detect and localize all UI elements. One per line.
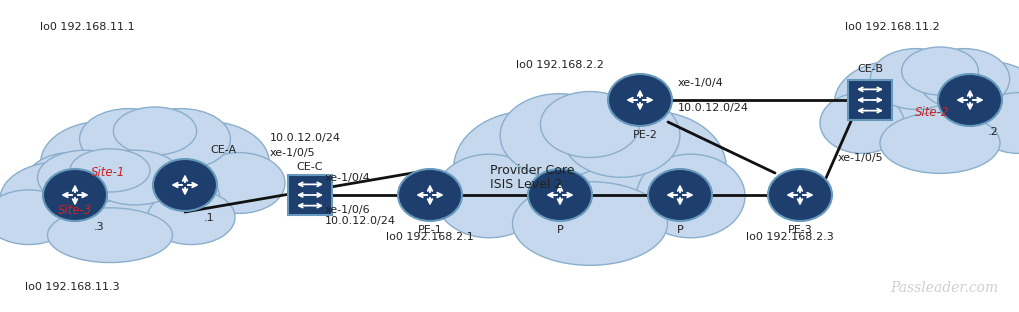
Text: CE-B: CE-B	[857, 64, 883, 74]
Ellipse shape	[976, 93, 1019, 154]
Text: 10.0.12.0/24: 10.0.12.0/24	[270, 133, 341, 143]
Text: lo0 192.168.2.1: lo0 192.168.2.1	[386, 232, 474, 242]
Text: Site-3: Site-3	[58, 203, 92, 217]
Text: lo0 192.168.2.3: lo0 192.168.2.3	[746, 232, 834, 242]
Text: lo0 192.168.11.2: lo0 192.168.11.2	[845, 22, 940, 32]
Text: PE-1: PE-1	[418, 225, 442, 235]
Ellipse shape	[90, 173, 220, 233]
Text: .1: .1	[204, 213, 215, 223]
Ellipse shape	[648, 169, 712, 221]
Text: lo0 192.168.11.3: lo0 192.168.11.3	[25, 282, 119, 292]
Text: Site-1: Site-1	[91, 165, 125, 178]
Ellipse shape	[70, 149, 150, 192]
Ellipse shape	[856, 67, 1019, 163]
Ellipse shape	[918, 49, 1010, 110]
Text: Passleader.com: Passleader.com	[890, 281, 999, 295]
Ellipse shape	[938, 74, 1002, 126]
Ellipse shape	[453, 111, 602, 226]
Ellipse shape	[64, 127, 246, 223]
Text: CE-C: CE-C	[297, 162, 323, 172]
FancyBboxPatch shape	[848, 80, 892, 120]
Text: lo0 192.168.11.1: lo0 192.168.11.1	[40, 22, 135, 32]
Text: xe-1/0/5: xe-1/0/5	[270, 148, 316, 158]
Ellipse shape	[870, 49, 962, 110]
Ellipse shape	[528, 169, 592, 221]
Ellipse shape	[153, 159, 217, 211]
Text: xe-1/0/6: xe-1/0/6	[325, 205, 371, 215]
Ellipse shape	[637, 154, 745, 238]
Ellipse shape	[513, 182, 667, 265]
Ellipse shape	[435, 154, 543, 238]
Text: .3: .3	[94, 222, 105, 232]
Ellipse shape	[902, 47, 978, 95]
FancyBboxPatch shape	[288, 175, 332, 215]
Ellipse shape	[194, 153, 285, 213]
Text: xe-1/0/4: xe-1/0/4	[678, 78, 723, 88]
Ellipse shape	[0, 190, 72, 245]
Ellipse shape	[540, 91, 640, 158]
Text: ISIS Level 2: ISIS Level 2	[490, 178, 562, 192]
Ellipse shape	[145, 121, 269, 205]
Ellipse shape	[38, 150, 132, 205]
Ellipse shape	[608, 74, 672, 126]
Ellipse shape	[43, 169, 107, 221]
Text: Provider Core: Provider Core	[490, 163, 575, 177]
Ellipse shape	[930, 61, 1019, 144]
Ellipse shape	[79, 109, 178, 169]
Ellipse shape	[25, 153, 116, 213]
Ellipse shape	[0, 162, 120, 236]
Text: P: P	[556, 225, 564, 235]
Ellipse shape	[113, 107, 197, 155]
Ellipse shape	[835, 61, 950, 144]
Ellipse shape	[41, 121, 165, 205]
Ellipse shape	[820, 93, 904, 154]
Ellipse shape	[131, 109, 230, 169]
Text: PE-3: PE-3	[788, 225, 812, 235]
Text: 10.0.12.0/24: 10.0.12.0/24	[678, 103, 749, 113]
Ellipse shape	[880, 113, 1000, 173]
Ellipse shape	[88, 150, 182, 205]
Ellipse shape	[148, 190, 235, 245]
Text: .2: .2	[988, 127, 999, 137]
Ellipse shape	[398, 169, 462, 221]
Ellipse shape	[100, 162, 220, 236]
Ellipse shape	[578, 111, 727, 226]
Text: PE-2: PE-2	[633, 130, 657, 140]
Text: xe-1/0/4: xe-1/0/4	[325, 173, 371, 183]
Ellipse shape	[48, 208, 172, 263]
Text: CE-A: CE-A	[210, 145, 236, 155]
Text: P: P	[677, 225, 684, 235]
Text: xe-1/0/5: xe-1/0/5	[838, 153, 883, 163]
Text: lo0 192.168.2.2: lo0 192.168.2.2	[516, 60, 604, 70]
Text: Site-2: Site-2	[915, 105, 949, 119]
Ellipse shape	[482, 119, 698, 251]
Ellipse shape	[768, 169, 832, 221]
Ellipse shape	[22, 167, 198, 253]
Ellipse shape	[562, 94, 680, 177]
Text: 10.0.12.0/24: 10.0.12.0/24	[325, 216, 396, 226]
Ellipse shape	[500, 94, 618, 177]
